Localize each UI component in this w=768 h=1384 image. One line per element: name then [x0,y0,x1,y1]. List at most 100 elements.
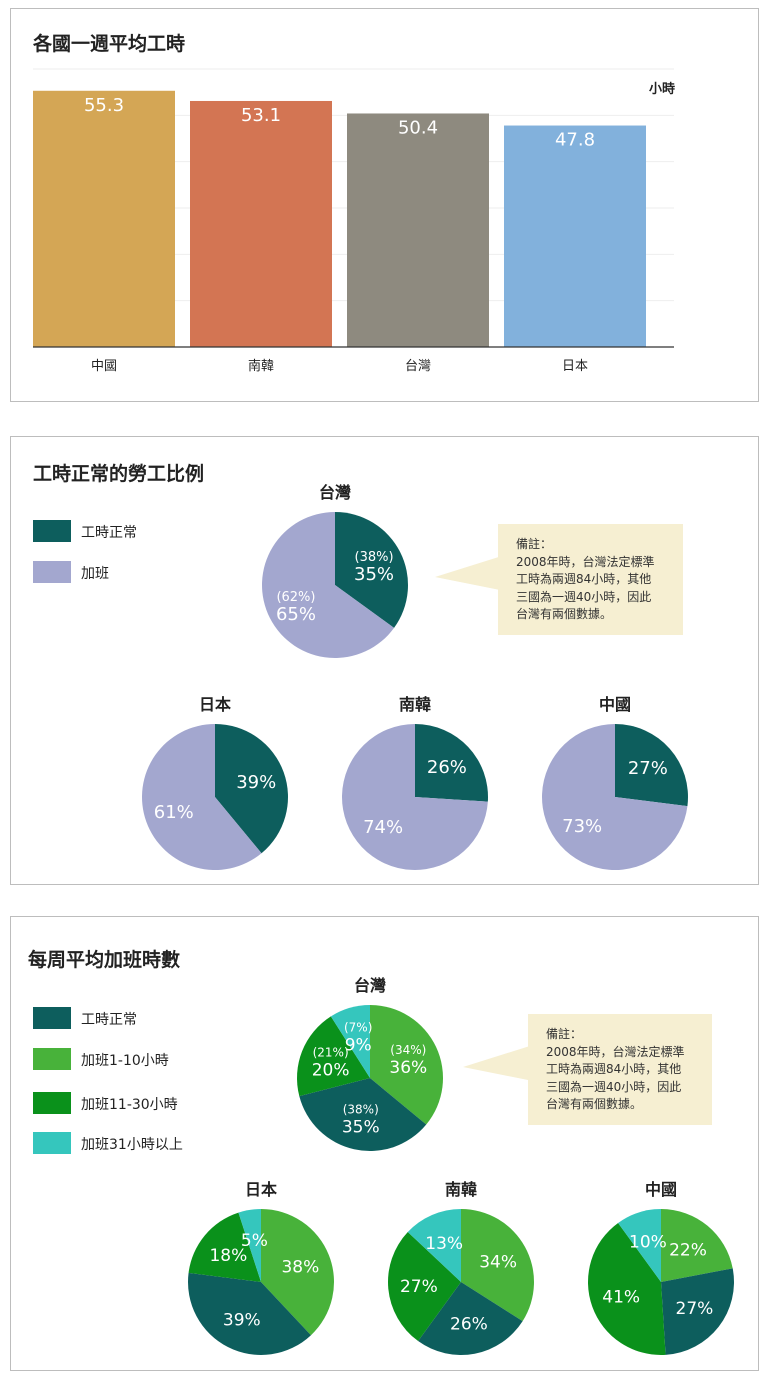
pie-slice [342,724,488,870]
pie-value-label: 26% [450,1315,488,1335]
pie-title: 台灣 [354,976,386,995]
pie-value-label: 27% [400,1277,438,1297]
pie-value-label: 74% [363,817,403,838]
normal-hours-panel: 工時正常的勞工比例 工時正常 加班 備註： 2008年時，台灣法定標準 工時為兩… [10,436,759,885]
pie-value-label: 65% [276,604,316,625]
pie-slice [618,1209,661,1282]
note-line: 工時為兩週84小時，其他 [546,1062,682,1076]
note-line: 台灣有兩個數據。 [546,1097,643,1111]
legend-swatch [33,1007,71,1029]
pie-alt-label: (34%) [390,1043,426,1057]
pie-value-label: 41% [602,1287,640,1307]
pie-title: 南韓 [445,1180,477,1199]
category-label: 南韓 [248,358,274,374]
pie-value-label: 13% [425,1234,463,1254]
legend-label: 加班1-10小時 [81,1053,169,1069]
pie-value-label: 27% [628,758,668,779]
weekly-hours-panel: 各國一週平均工時 小時 55.3 中國 53.1 南韓 50.4 台灣 47.8 日本 [10,8,759,402]
pie-slice [370,1005,444,1125]
note-line: 三國為一週40小時，因此 [546,1079,682,1094]
bar-value-label: 55.3 [84,95,124,116]
note-line: 台灣有兩個數據。 [516,607,613,621]
normal-hours-title: 工時正常的勞工比例 [33,463,205,485]
bar-value-label: 53.1 [241,105,281,126]
bar-value-label: 47.8 [555,130,595,151]
pie-value-label: 34% [479,1253,517,1273]
pie-slice [238,1209,261,1282]
legend-swatch [33,1132,71,1154]
normal-hours-pies: (38%)35% (62%)65% 台灣 39% 61% 日本 26% 74% 南韓 27% 73%… [142,483,688,870]
pie-title: 日本 [245,1180,277,1199]
pie-slice [415,724,489,802]
pie-slice [330,1005,370,1078]
pie-slice [542,724,688,870]
pie-slice [261,1209,334,1336]
bar [190,100,332,347]
pie-value-label: 36% [389,1058,427,1078]
legend-swatch [33,1092,71,1114]
legend-swatch [33,1048,71,1070]
pie-value-label: 61% [154,802,194,823]
bar-chart: 小時 55.3 中國 53.1 南韓 50.4 台灣 47.8 日本 [33,68,675,374]
pie-alt-label: (38%) [343,1102,379,1116]
pie-slice [407,1209,461,1282]
overtime-pies: (34%)36% (38%)35% (21%)20% (7%)9% 台灣 38% 39% 18… [188,976,735,1355]
legend-label: 加班 [81,566,109,582]
pie-slice [615,724,688,807]
pie-value-label: 35% [342,1117,380,1137]
legend-label: 工時正常 [81,1012,137,1028]
pie-alt-label: (38%) [355,550,394,565]
unit-label: 小時 [649,81,675,97]
pie-value-label: 20% [312,1060,350,1080]
pie-alt-label: (21%) [313,1045,349,1059]
pie-title: 中國 [599,695,631,714]
pie-slice [661,1209,733,1282]
legend-label: 加班31小時以上 [81,1137,183,1153]
pie-slice [142,724,262,870]
pie-slice [661,1268,735,1355]
bar-chart-title: 各國一週平均工時 [33,33,186,55]
pie-value-label: 27% [676,1299,714,1319]
pie-value-label: 38% [281,1257,319,1277]
pie-title: 中國 [645,1180,677,1199]
note-pointer [435,555,505,591]
pie-value-label: 35% [354,564,394,585]
pie-slice [461,1209,534,1322]
pie-value-label: 18% [209,1246,247,1266]
overtime-title: 每周平均加班時數 [28,949,181,971]
pie-slice [188,1272,311,1355]
pie-alt-label: (62%) [276,590,315,605]
bar-value-label: 50.4 [398,117,438,138]
pie-alt-label: (7%) [344,1020,372,1034]
pie-slice [188,1212,261,1282]
pie-slice [418,1282,523,1355]
bar [33,90,175,347]
pie-slice [588,1222,666,1355]
pie-title: 南韓 [399,695,431,714]
pie-value-label: 5% [241,1231,268,1251]
overtime-panel: 每周平均加班時數 工時正常 加班1-10小時 加班11-30小時 加班31小時以… [10,916,759,1371]
pie-value-label: 22% [669,1240,707,1260]
category-label: 台灣 [405,359,431,374]
pie-slice [297,1016,370,1097]
legend-swatch [33,561,71,583]
pie-slice [388,1232,461,1342]
pie-slice [215,724,288,854]
pie-slice [335,512,408,628]
note-line: 工時為兩週84小時，其他 [516,572,652,586]
note-pointer [463,1045,533,1081]
pie-value-label: 10% [629,1233,667,1253]
note-line: 2008年時，台灣法定標準 [546,1044,685,1059]
bar [347,113,489,347]
pie-value-label: 26% [427,757,467,778]
bar [504,125,646,347]
legend-label: 工時正常 [81,525,137,541]
note-line: 三國為一週40小時，因此 [516,589,652,604]
pie-title: 日本 [199,695,231,714]
pie-value-label: 73% [562,816,602,837]
note-line: 2008年時，台灣法定標準 [516,554,655,569]
pie-value-label: 39% [236,772,276,793]
category-label: 中國 [91,359,117,374]
note-line: 備註： [516,537,553,551]
note-box: 備註： 2008年時，台灣法定標準 工時為兩週84小時，其他 三國為一週40小時… [528,1014,712,1125]
